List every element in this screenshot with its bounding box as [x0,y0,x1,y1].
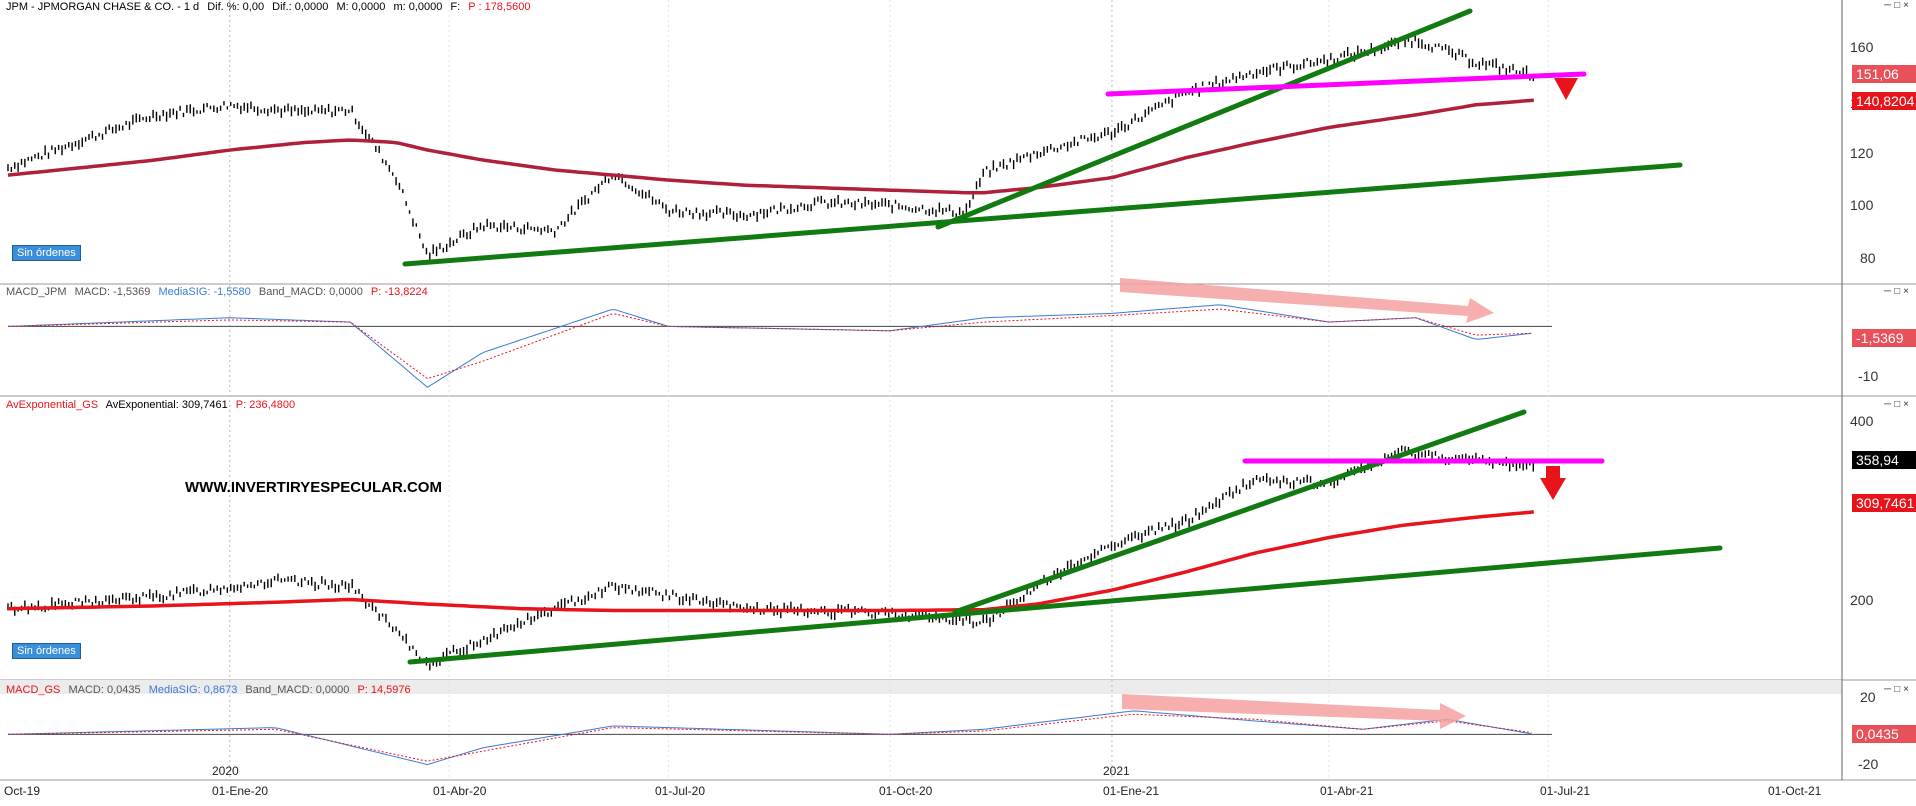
macd-jpm-macd-line [7,304,1532,388]
chart-marks [7,33,1534,766]
jpm-support-line [1105,71,1587,97]
ytick-macd1-neg10: -10 [1858,368,1879,384]
macd-gs-value-tag: 0,0435 [1852,725,1916,743]
jpm-last-price-tag: 151,06 [1852,65,1916,83]
xtick-oct20: 01-Oct-20 [879,784,933,798]
xtick-oct19: Oct-19 [4,784,41,798]
gs-down-arrow [1540,478,1566,500]
macd-jpm-p: P: -13,8224 [370,286,428,298]
xtick-oct21: 01-Oct-21 [1768,784,1822,798]
macd-jpm-signal-line [7,308,1532,380]
gs-value: AvExponential: 309,7461 [105,399,228,411]
gs-p: P: 236,4800 [235,399,296,411]
gs-title: AvExponential_GS [6,399,99,411]
jpm-f: F: [450,1,461,13]
ytick-macd2-neg20: -20 [1858,756,1879,772]
macd-gs-p: P: 14,5976 [357,684,411,696]
xtick-abr20: 01-Abr-20 [433,784,487,798]
macd-gs-divergence-arrow [1122,694,1466,729]
xtick-ene21: 01-Ene-21 [1103,784,1160,798]
watermark-text: WWW.INVERTIRYESPECULAR.COM [185,479,442,496]
ytick-160: 160 [1850,39,1874,55]
jpm-ma-line [7,98,1534,195]
jpm-title: JPM - JPMORGAN CHASE & CO. - 1 d [6,1,200,13]
panel2-window-controls[interactable]: ─□× [1884,286,1912,297]
macd-gs-signal: MediaSIG: 0,8673 [148,684,238,696]
jpm-dif: Dif.: 0,0000 [272,1,329,13]
drawing-tools [402,8,1723,729]
panel3-window-controls[interactable]: ─□× [1884,399,1912,410]
xtick-abr21: 01-Abr-21 [1320,784,1374,798]
macd-gs-signal-line [7,713,1532,762]
no-orders-badge-jpm[interactable]: Sin órdenes [12,245,81,261]
jpm-p: P : 178,5600 [468,1,531,13]
ytick-macd2-20: 20 [1860,689,1876,705]
jpm-max: M: 0,0000 [336,1,386,13]
gs-ma-line [7,510,1534,613]
jpm-dif-pct: Dif. %: 0,00 [207,1,265,13]
ytick-400: 400 [1850,413,1874,429]
ytick-120: 120 [1850,145,1874,161]
jpm-down-arrow [1554,78,1578,100]
macd-gs-macd-line [7,710,1532,766]
macd-gs-value: MACD: 0,0435 [68,684,141,696]
ytick-100: 100 [1850,197,1874,213]
jpm-header: JPM - JPMORGAN CHASE & CO. - 1 d Dif. %:… [6,1,535,13]
grid-lines [8,0,1552,780]
ytick-80: 80 [1860,250,1876,266]
macd-jpm-value: MACD: -1,5369 [74,286,151,298]
gs-ma-value-tag: 309,7461 [1852,494,1916,512]
panel1-window-controls[interactable]: ─□× [1884,0,1912,11]
ytick-200: 200 [1850,592,1874,608]
year-label-2021: 2021 [1103,764,1130,778]
macd-jpm-value-tag: -1,5369 [1852,329,1916,347]
gs-arrow-stem [1546,466,1560,478]
gs-header: AvExponential_GS AvExponential: 309,7461… [6,399,300,411]
macd-jpm-divergence-arrow [1120,278,1494,323]
macd-gs-title: MACD_GS [6,684,61,696]
gs-last-price-tag: 358,94 [1852,451,1916,469]
xtick-jul20: 01-Jul-20 [655,784,706,798]
macd-jpm-band: Band_MACD: 0,0000 [258,286,363,298]
jpm-ma-value-tag: 140,8204 [1852,92,1916,110]
xtick-ene20: 01-Ene-20 [212,784,269,798]
macd-gs-header-bg [0,680,1842,694]
xtick-jul21: 01-Jul-21 [1540,784,1591,798]
jpm-min: m: 0,0000 [393,1,443,13]
gs-steep-trendline [952,409,1527,615]
panel-frames [0,0,1916,781]
macd-gs-header: MACD_GS MACD: 0,0435 MediaSIG: 0,8673 Ba… [6,684,416,696]
jpm-long-trendline [402,162,1683,267]
year-label-2020: 2020 [212,764,239,778]
no-orders-badge-gs[interactable]: Sin órdenes [12,643,81,659]
macd-jpm-header: MACD_JPM MACD: -1,5369 MediaSIG: -1,5580… [6,286,433,298]
macd-jpm-title: MACD_JPM [6,286,67,298]
gs-long-trendline [407,545,1723,665]
panel4-window-controls[interactable]: ─□× [1884,684,1912,695]
macd-jpm-signal: MediaSIG: -1,5580 [158,286,251,298]
jpm-steep-trendline [935,8,1473,230]
macd-gs-band: Band_MACD: 0,0000 [245,684,350,696]
